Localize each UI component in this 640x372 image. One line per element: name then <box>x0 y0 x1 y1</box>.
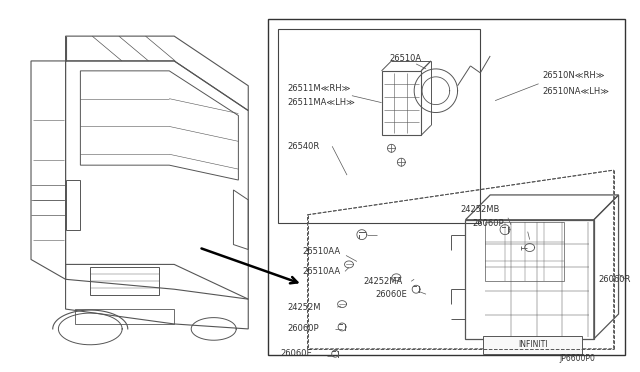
Text: 26510AA: 26510AA <box>303 267 340 276</box>
Text: 24252MA: 24252MA <box>364 277 403 286</box>
Text: JP6600P0: JP6600P0 <box>559 354 595 363</box>
Text: INFINITI: INFINITI <box>518 340 547 349</box>
Bar <box>268 19 625 355</box>
Bar <box>483 336 582 354</box>
Text: 26060P: 26060P <box>288 324 319 333</box>
Text: 26511MA≪LH≫: 26511MA≪LH≫ <box>288 98 356 107</box>
Text: 26511M≪RH≫: 26511M≪RH≫ <box>288 84 351 93</box>
Text: 26510A: 26510A <box>390 54 422 64</box>
Bar <box>90 267 159 295</box>
Bar <box>485 222 564 281</box>
Bar <box>65 180 81 230</box>
Text: 26060R: 26060R <box>599 275 631 284</box>
Bar <box>76 309 174 324</box>
Text: 26060E: 26060E <box>376 290 408 299</box>
Text: 26540R: 26540R <box>288 142 320 151</box>
Text: 26510N≪RH≫: 26510N≪RH≫ <box>543 71 605 80</box>
Text: 26060E: 26060E <box>281 349 312 358</box>
Bar <box>278 29 480 223</box>
Text: 24252MB: 24252MB <box>461 205 500 214</box>
Text: 24252M: 24252M <box>288 302 321 312</box>
Text: 26510NA≪LH≫: 26510NA≪LH≫ <box>543 87 609 96</box>
Text: 26060P: 26060P <box>472 219 504 228</box>
Bar <box>381 71 421 135</box>
Text: 26510AA: 26510AA <box>303 247 340 256</box>
